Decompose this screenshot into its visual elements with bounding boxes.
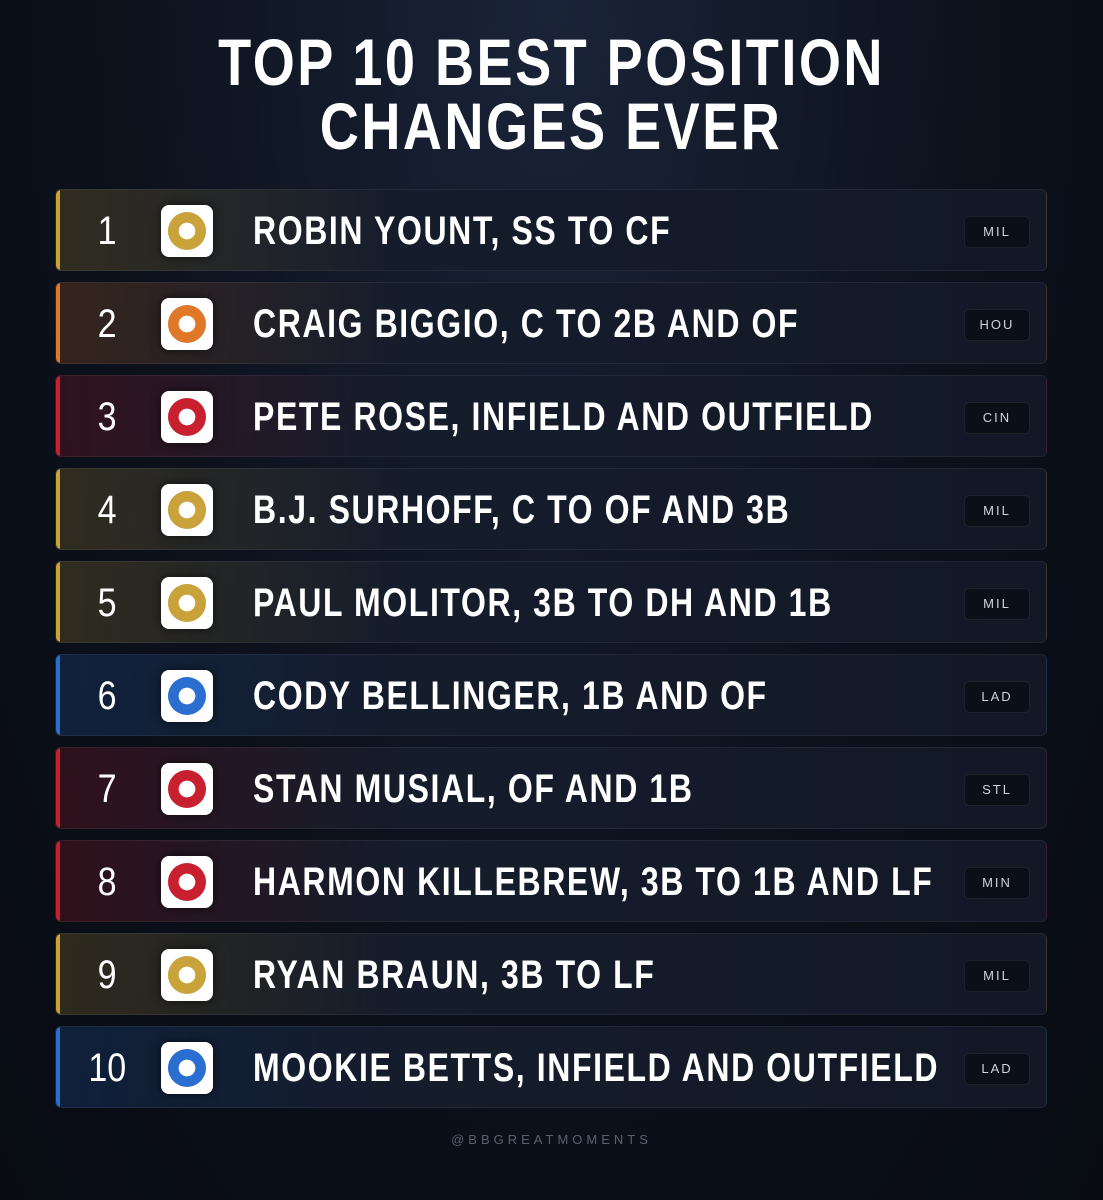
rank-number: 9	[76, 934, 138, 1014]
team-badge: MIL	[964, 588, 1030, 620]
player-name: ROBIN YOUNT, SS TO CF	[253, 209, 672, 253]
rank-number: 3	[76, 376, 138, 456]
rank-number: 1	[76, 190, 138, 270]
rank-number: 5	[76, 562, 138, 642]
team-badge: STL	[964, 774, 1030, 806]
logo-mark	[168, 491, 206, 529]
rank-text: 5	[97, 581, 117, 625]
row-accent	[56, 562, 60, 642]
rank-number: 4	[76, 469, 138, 549]
player-name: PAUL MOLITOR, 3B TO DH AND 1B	[253, 581, 833, 625]
team-badge: LAD	[964, 681, 1030, 713]
player-name: B.J. SURHOFF, C TO OF AND 3B	[253, 488, 791, 532]
team-badge: MIL	[964, 960, 1030, 992]
player-name: CODY BELLINGER, 1B AND OF	[253, 674, 768, 718]
footer: @BBGREATMOMENTS	[451, 1132, 652, 1147]
rank-number: 8	[76, 841, 138, 921]
player-name: MOOKIE BETTS, INFIELD AND OUTFIELD	[253, 1046, 940, 1090]
rank-text: 8	[97, 860, 117, 904]
team-logo	[161, 577, 213, 629]
team-logo	[161, 298, 213, 350]
list-row: 3 PETE ROSE, INFIELD AND OUTFIELD CIN	[55, 375, 1047, 457]
rank-text: 3	[97, 395, 117, 439]
rank-text: 9	[97, 953, 117, 997]
title-text: TOP 10 BEST POSITION	[218, 25, 885, 99]
rank-text: 4	[97, 488, 117, 532]
player-name: HARMON KILLEBREW, 3B TO 1B AND LF	[253, 860, 934, 904]
list-row: 4 B.J. SURHOFF, C TO OF AND 3B MIL	[55, 468, 1047, 550]
title-text: CHANGES EVER	[320, 89, 783, 163]
logo-mark	[168, 305, 206, 343]
player-name: RYAN BRAUN, 3B TO LF	[253, 953, 656, 997]
logo-mark	[168, 956, 206, 994]
logo-mark	[168, 584, 206, 622]
logo-mark	[168, 770, 206, 808]
title-line: CHANGES EVER	[0, 88, 1103, 164]
logo-mark	[168, 398, 206, 436]
logo-mark	[168, 212, 206, 250]
row-accent	[56, 283, 60, 363]
list-row: 9 RYAN BRAUN, 3B TO LF MIL	[55, 933, 1047, 1015]
rank-text: 6	[97, 674, 117, 718]
team-badge: MIL	[964, 216, 1030, 248]
rank-number: 10	[76, 1027, 138, 1107]
team-logo	[161, 670, 213, 722]
list-row: 7 STAN MUSIAL, OF AND 1B STL	[55, 747, 1047, 829]
team-badge: HOU	[964, 309, 1030, 341]
row-accent	[56, 1027, 60, 1107]
team-badge: CIN	[964, 402, 1030, 434]
team-logo	[161, 391, 213, 443]
rank-text: 2	[97, 302, 117, 346]
row-accent	[56, 841, 60, 921]
list-row: 10 MOOKIE BETTS, INFIELD AND OUTFIELD LAD	[55, 1026, 1047, 1108]
row-accent	[56, 376, 60, 456]
logo-mark	[168, 863, 206, 901]
player-name: STAN MUSIAL, OF AND 1B	[253, 767, 694, 811]
rank-text: 1	[97, 209, 117, 253]
list-row: 6 CODY BELLINGER, 1B AND OF LAD	[55, 654, 1047, 736]
list-row: 1 ROBIN YOUNT, SS TO CF MIL	[55, 189, 1047, 271]
rank-number: 6	[76, 655, 138, 735]
row-accent	[56, 469, 60, 549]
team-logo	[161, 205, 213, 257]
row-accent	[56, 655, 60, 735]
rank-number: 7	[76, 748, 138, 828]
team-badge: MIN	[964, 867, 1030, 899]
team-badge: LAD	[964, 1053, 1030, 1085]
player-name: CRAIG BIGGIO, C TO 2B AND OF	[253, 302, 800, 346]
team-logo	[161, 949, 213, 1001]
row-accent	[56, 190, 60, 270]
logo-mark	[168, 1049, 206, 1087]
team-logo	[161, 856, 213, 908]
rank-number: 2	[76, 283, 138, 363]
rank-text: 7	[97, 767, 117, 811]
team-badge: MIL	[964, 495, 1030, 527]
player-name: PETE ROSE, INFIELD AND OUTFIELD	[253, 395, 874, 439]
row-accent	[56, 748, 60, 828]
logo-mark	[168, 677, 206, 715]
rank-text: 10	[88, 1046, 126, 1090]
team-logo	[161, 763, 213, 815]
list-row: 2 CRAIG BIGGIO, C TO 2B AND OF HOU	[55, 282, 1047, 364]
row-accent	[56, 934, 60, 1014]
title-line: TOP 10 BEST POSITION	[0, 24, 1103, 100]
list-row: 8 HARMON KILLEBREW, 3B TO 1B AND LF MIN	[55, 840, 1047, 922]
list-row: 5 PAUL MOLITOR, 3B TO DH AND 1B MIL	[55, 561, 1047, 643]
team-logo	[161, 1042, 213, 1094]
team-logo	[161, 484, 213, 536]
